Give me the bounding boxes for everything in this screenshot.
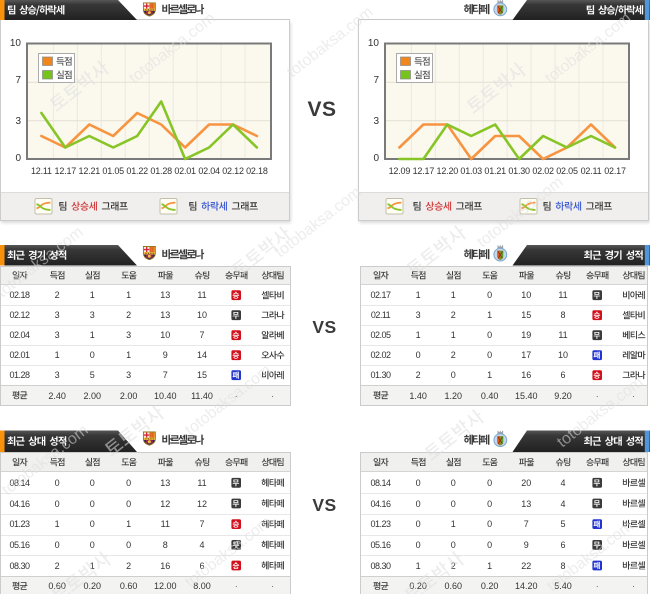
svg-text:totobaksa.com: totobaksa.com (284, 4, 376, 81)
svg-text:totobaksa.com: totobaksa.com (272, 184, 364, 261)
svg-text:totobaksa.com: totobaksa.com (182, 514, 274, 591)
svg-text:totobaksa.com: totobaksa.com (544, 518, 636, 594)
svg-text:totobaksa.com: totobaksa.com (182, 362, 274, 439)
svg-text:totobaksa.com: totobaksa.com (474, 174, 566, 251)
